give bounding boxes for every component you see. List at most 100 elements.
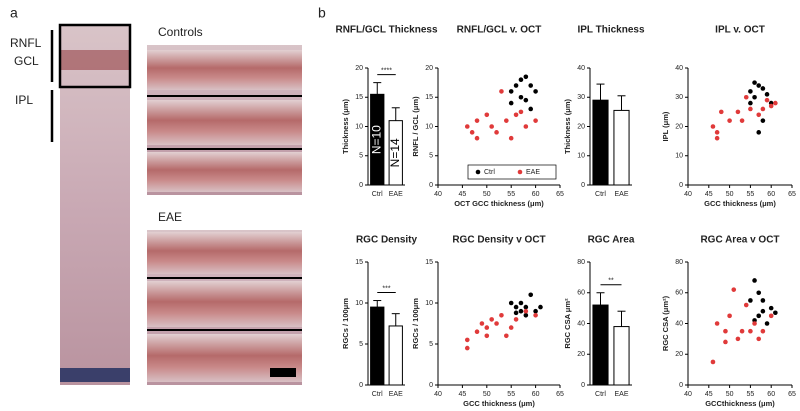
y-tick-label: 40 [577,65,585,72]
x-tick-label: 60 [767,391,775,398]
point [489,124,494,129]
photoreceptor-band [60,368,130,382]
x-axis-label: OCT GCC thickness (μm) [454,199,544,208]
x-tick-label: 55 [747,191,755,198]
point [714,135,720,141]
point [504,118,509,123]
point [710,124,716,129]
y-tick-label: 40 [675,65,683,72]
legend-label: Ctrl [484,169,495,176]
point [714,321,720,326]
point [504,333,509,339]
y-tick-label: 0 [679,382,683,389]
x-tick-label: EAE [614,191,628,198]
y-tick-label: 0 [679,182,683,189]
y-tick-label: 20 [675,351,683,358]
y-tick-label: 10 [425,300,433,307]
point [760,106,766,112]
point [499,313,504,318]
chart-title: IPL v. OCT [715,25,765,36]
point [513,310,519,316]
point [464,124,470,129]
x-tick-label: 55 [747,391,755,398]
point [760,308,766,314]
point [748,298,753,303]
strip [147,232,302,274]
point [518,109,524,115]
retina-image [60,25,130,385]
y-tick-label: 10 [355,123,363,130]
point [494,321,499,326]
x-tick-label: 40 [684,191,692,198]
y-tick-label: 5 [429,153,433,160]
x-tick-label: 50 [726,191,734,198]
point [523,124,529,129]
legend-box [467,164,557,180]
chart-title: RGC Density v OCT [452,235,545,246]
layer-label: RNFL [10,36,42,50]
point [469,130,475,135]
bar [388,120,403,186]
y-tick-label: 20 [577,351,585,358]
y-tick-label: 20 [577,123,585,130]
point [523,74,529,80]
point [523,304,529,310]
x-tick-label: 45 [705,191,713,198]
point [508,300,514,306]
y-tick-label: 60 [675,290,683,297]
x-tick-label: 40 [684,391,692,398]
strip [147,152,302,192]
x-tick-label: 60 [767,191,775,198]
point [523,313,529,318]
point [464,337,470,343]
y-tick-label: 0 [359,182,363,189]
point [743,94,749,100]
point [489,317,494,322]
point [508,89,514,94]
point [748,106,753,112]
chart-title: RNFL/GCL v. OCT [457,25,542,36]
point [499,89,504,94]
point [760,86,766,91]
x-tick-label: 65 [556,391,564,398]
y-tick-label: 80 [577,259,585,266]
bar-label: N=10 [369,125,383,154]
point [760,118,766,123]
layer-label: GCL [14,54,39,68]
bar [370,93,385,186]
y-tick-label: 30 [675,94,683,101]
point [768,305,774,311]
gcl-band [60,50,130,70]
point [513,304,519,310]
point [474,135,480,141]
x-tick-label: Ctrl [595,391,606,398]
y-axis-label: Thickness (μm) [563,98,572,154]
point [727,118,732,123]
point [533,308,538,314]
point [756,313,762,319]
point [508,135,514,141]
x-tick-label: 60 [532,191,540,198]
point [528,106,534,112]
x-tick-label: 40 [434,191,442,198]
chart-title: RGC Area v OCT [700,235,779,246]
point [764,92,770,97]
chart-title: IPL Thickness [577,25,645,36]
point [518,300,524,306]
y-tick-label: 60 [577,290,585,297]
strip [147,100,302,145]
point [756,290,762,296]
point [533,118,538,123]
group-label: EAE [158,210,182,224]
legend-label: EAE [526,169,540,176]
bar [370,306,385,386]
y-tick-label: 40 [577,320,585,327]
point [528,83,534,88]
y-axis-label: Thickness (μm) [341,98,350,154]
y-axis-label: RNFL / GCL (μm) [411,96,420,157]
point [513,112,519,118]
x-tick-label: EAE [389,191,403,198]
x-tick-label: Ctrl [372,191,383,198]
